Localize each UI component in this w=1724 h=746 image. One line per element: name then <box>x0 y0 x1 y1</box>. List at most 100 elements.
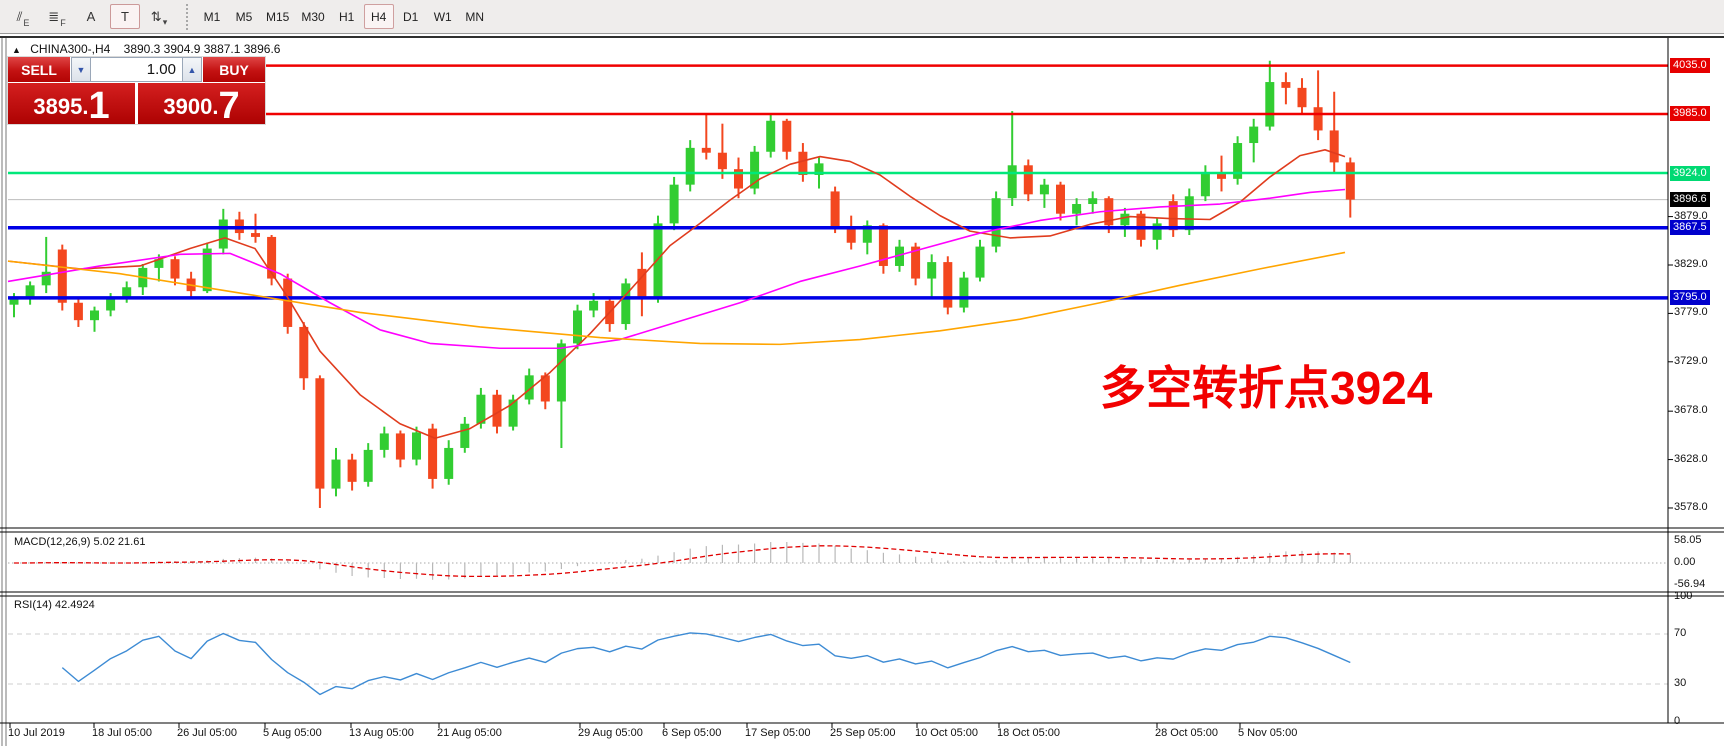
buy-button[interactable]: BUY <box>203 57 265 82</box>
candle-body <box>1345 162 1355 200</box>
candle-body <box>476 394 486 424</box>
fibonacci-tool-button[interactable]: ≣ F <box>42 4 72 29</box>
candle-body <box>717 152 727 170</box>
candle-body <box>589 300 599 311</box>
symbol-period-label: CHINA300-,H4 <box>30 42 111 56</box>
candle-body <box>315 378 325 489</box>
timeframe-m5-button[interactable]: M5 <box>235 9 253 24</box>
price-tick-label-3879.0: 3879.0 <box>1674 209 1708 222</box>
candle-body <box>41 271 51 286</box>
timeframe-h1-button[interactable]: H1 <box>339 9 355 24</box>
candle-body <box>927 262 937 279</box>
candle-body <box>1281 82 1291 88</box>
candle-body <box>1088 198 1098 205</box>
timeframe-w1-button[interactable]: W1 <box>433 9 452 24</box>
textbox-tool-button[interactable]: T <box>110 4 140 29</box>
candle-body <box>782 120 792 152</box>
date-label: 29 Aug 05:00 <box>578 727 643 739</box>
candle-body <box>701 147 711 153</box>
date-label: 18 Jul 05:00 <box>92 727 152 739</box>
timeframe-h4-button[interactable]: H4 <box>363 4 394 29</box>
candle-body <box>492 394 502 427</box>
candle-body <box>943 262 953 308</box>
macd-tick-label--56.94: -56.94 <box>1674 578 1706 590</box>
candle-body <box>267 236 277 279</box>
macd-tick-label-58.05: 58.05 <box>1674 534 1702 546</box>
candle-body <box>1023 165 1033 195</box>
timeframe-d1-button[interactable]: D1 <box>403 9 419 24</box>
candle-body <box>379 433 389 450</box>
candle-body <box>975 246 985 278</box>
timeframe-m1-button[interactable]: M1 <box>203 9 221 24</box>
chart-title: ▲ CHINA300-,H4 3890.3 3904.9 3887.1 3896… <box>12 42 280 56</box>
fibonacci-tool-sub: F <box>60 18 66 28</box>
date-label: 5 Aug 05:00 <box>263 727 322 739</box>
cycle-lines-tool-button[interactable]: ⇅ ▾ <box>144 4 174 29</box>
candle-body <box>154 259 164 268</box>
sell-price-main: 3895 <box>33 94 83 119</box>
candle-body <box>1265 82 1275 127</box>
price-tick-label-3628.0: 3628.0 <box>1674 452 1708 465</box>
sell-price-pip: 1 <box>88 85 110 127</box>
macd-tick-label-0.00: 0.00 <box>1674 556 1696 568</box>
candle-body <box>637 268 647 298</box>
price-tick-label-3678.0: 3678.0 <box>1674 404 1708 417</box>
date-label: 18 Oct 05:00 <box>997 727 1060 739</box>
current-price-badge: 3896.6 <box>1670 192 1710 208</box>
timeframe-m15-button[interactable]: M15 <box>266 9 290 24</box>
drawing-tools-group: ⫽ E ≣ F A T ⇅ ▾ <box>6 4 176 29</box>
candle-body <box>395 433 405 460</box>
macd-label: MACD(12,26,9) 5.02 21.61 <box>14 536 146 548</box>
candle-body <box>347 459 357 482</box>
candle-body <box>669 184 679 224</box>
cycle-lines-tool-icon: ⇅ <box>150 8 162 24</box>
timeframe-mn-button[interactable]: MN <box>465 9 485 24</box>
sell-quote-button[interactable]: 3895. 1 <box>8 83 135 127</box>
candle-body <box>621 283 631 325</box>
candle-body <box>299 326 309 379</box>
rsi-line <box>61 632 1351 696</box>
date-label: 28 Oct 05:00 <box>1155 727 1218 739</box>
date-label: 10 Jul 2019 <box>8 727 65 739</box>
candle-body <box>878 225 888 266</box>
volume-decrease-button[interactable]: ▼ <box>71 57 91 82</box>
candle-body <box>1249 126 1259 144</box>
candle-body <box>1039 184 1049 195</box>
date-label: 21 Aug 05:00 <box>437 727 502 739</box>
candle-body <box>846 227 856 243</box>
candle-body <box>57 249 67 303</box>
buy-price-main: 3900 <box>163 94 213 119</box>
candle-body <box>25 285 35 298</box>
candle-body <box>959 277 969 308</box>
volume-input[interactable] <box>91 57 182 82</box>
candle-body <box>814 163 824 175</box>
candle-body <box>556 343 566 402</box>
rsi-tick-label-70: 70 <box>1674 627 1687 639</box>
ellipse-tool-button[interactable]: ⫽ E <box>8 4 38 29</box>
spin-down-icon: ▼ <box>76 64 86 75</box>
chart-collapse-icon[interactable]: ▲ <box>12 45 21 55</box>
timeframe-m30-button[interactable]: M30 <box>301 9 325 24</box>
candle-body <box>1184 196 1194 231</box>
candle-body <box>1072 204 1082 214</box>
date-label: 6 Sep 05:00 <box>662 727 722 739</box>
text-tool-button[interactable]: A <box>76 4 106 29</box>
candle-body <box>1297 87 1307 108</box>
candle-body <box>798 151 808 175</box>
candle-body <box>90 310 99 321</box>
fibonacci-tool-icon: ≣ <box>48 8 60 24</box>
ellipse-tool-icon: ⫽ <box>16 8 23 24</box>
buy-price-dot: . <box>212 94 219 119</box>
sell-price-dot: . <box>82 94 89 119</box>
slow-ma-line <box>7 251 1346 346</box>
text-tool-icon: A <box>86 9 96 24</box>
timeframe-group: M1 M5 M15 M30 H1 H4 D1 W1 MN <box>196 4 491 29</box>
price-level-badge-3867.5: 3867.5 <box>1670 220 1710 236</box>
date-label: 17 Sep 05:00 <box>745 727 811 739</box>
sell-button[interactable]: SELL <box>8 57 70 82</box>
buy-quote-button[interactable]: 3900. 7 <box>138 83 265 125</box>
volume-increase-button[interactable]: ▲ <box>182 57 202 82</box>
candle-body <box>895 246 904 266</box>
candle-body <box>73 302 83 321</box>
